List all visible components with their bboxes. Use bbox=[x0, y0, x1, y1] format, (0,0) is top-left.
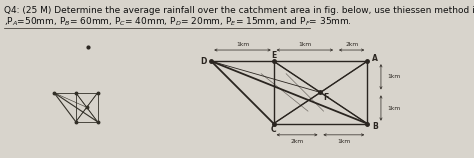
Text: ,P$_A$=50mm, P$_B$= 60mm, P$_C$= 40mm, P$_D$= 20mm, P$_E$= 15mm, and P$_F$= 35mm: ,P$_A$=50mm, P$_B$= 60mm, P$_C$= 40mm, P… bbox=[4, 16, 352, 28]
Text: E: E bbox=[271, 51, 276, 60]
Text: Q4: (25 M) Determine the average rainfall over the catchment area in fig. below,: Q4: (25 M) Determine the average rainfal… bbox=[4, 6, 474, 15]
Text: C: C bbox=[271, 125, 276, 134]
Text: 1km: 1km bbox=[337, 139, 350, 144]
Text: 2km: 2km bbox=[345, 42, 358, 47]
Text: A: A bbox=[372, 54, 378, 63]
Text: 1km: 1km bbox=[236, 42, 249, 47]
Text: 1km: 1km bbox=[387, 74, 401, 79]
Text: 2km: 2km bbox=[291, 139, 304, 144]
Text: 1km: 1km bbox=[298, 42, 311, 47]
Text: D: D bbox=[201, 57, 207, 66]
Text: B: B bbox=[372, 122, 378, 131]
Text: 1km: 1km bbox=[387, 106, 401, 111]
Text: F: F bbox=[323, 93, 328, 102]
